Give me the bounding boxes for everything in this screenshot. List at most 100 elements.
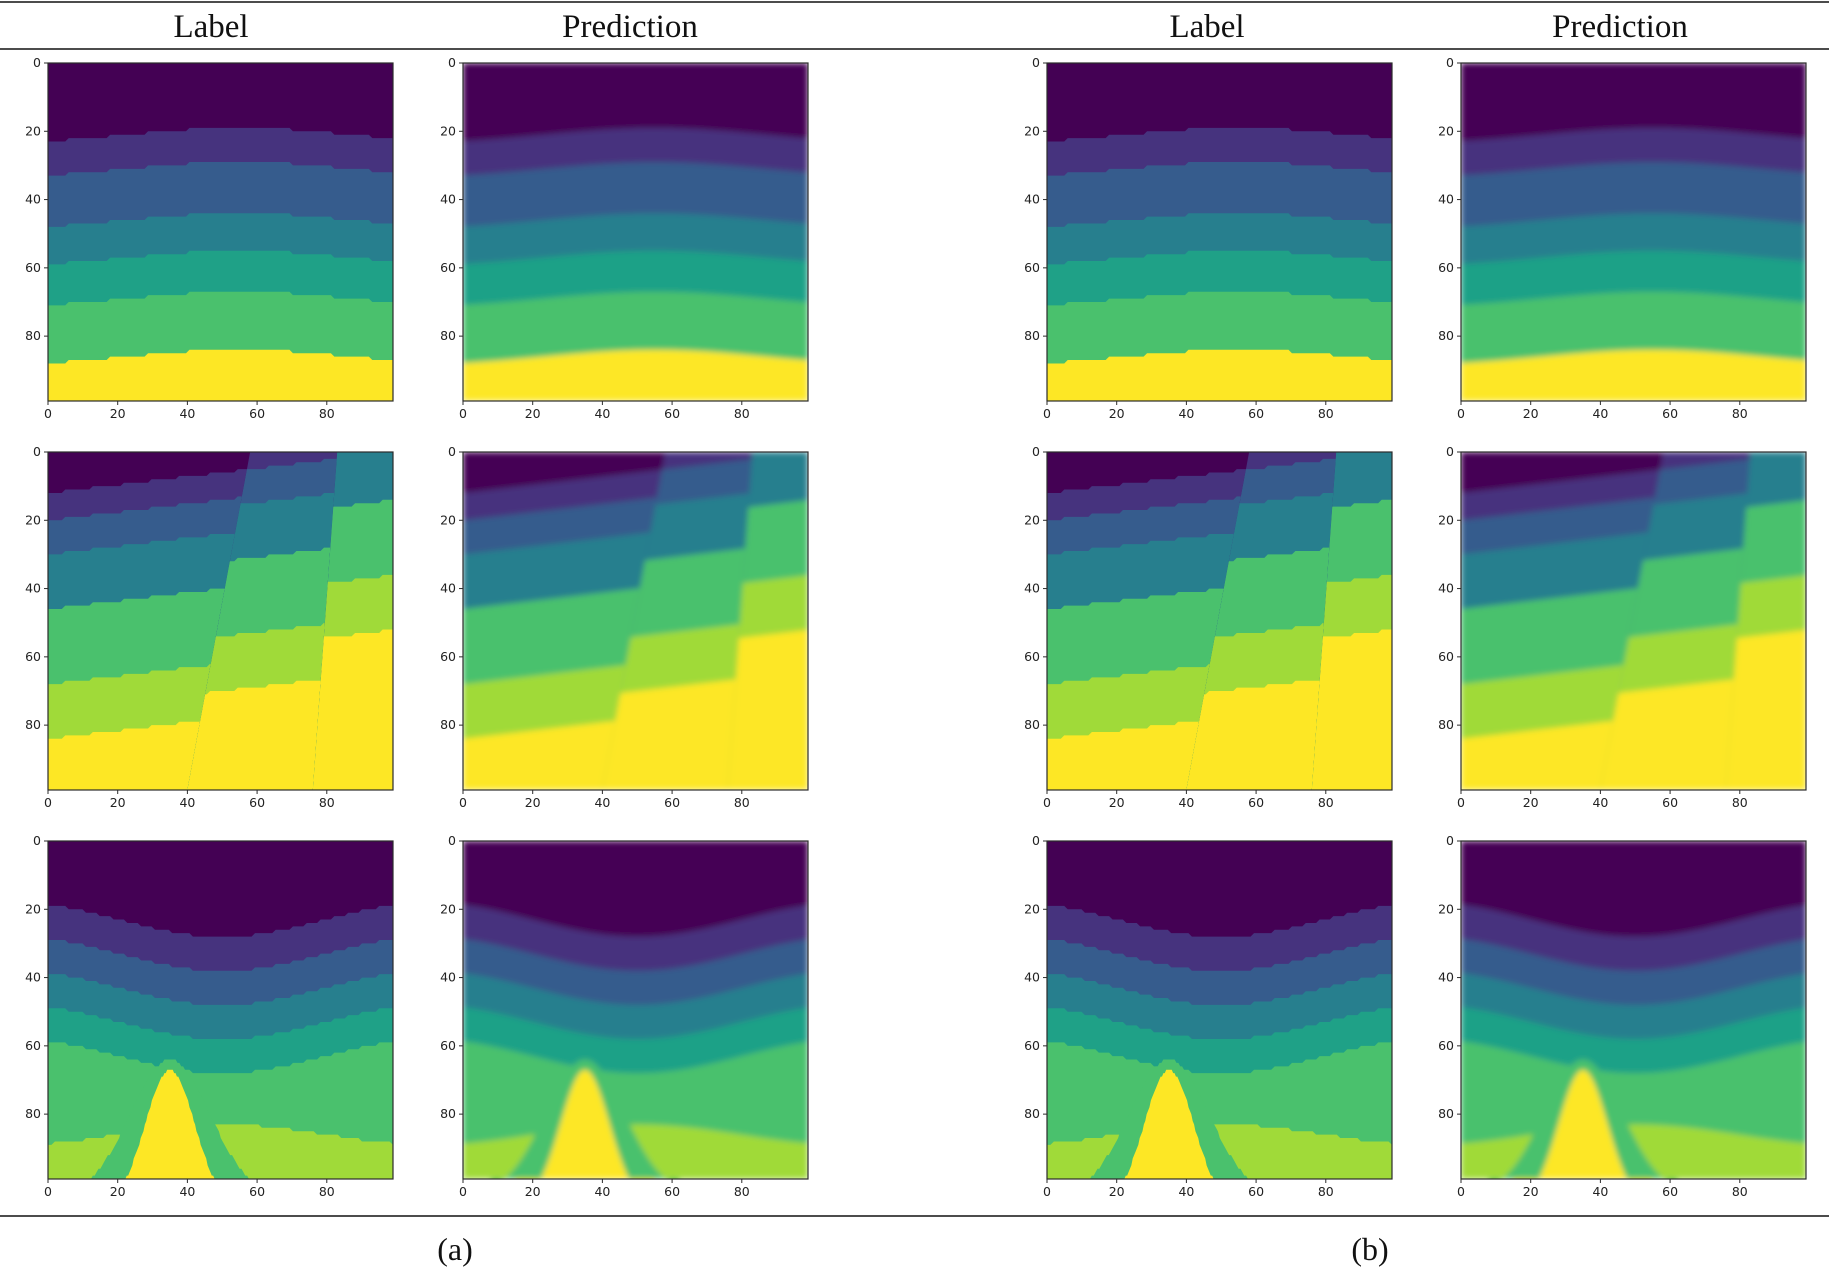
- panel-6-x-tick-label: 80: [734, 795, 750, 810]
- panel-10-x-tick-label: 80: [734, 1184, 750, 1199]
- panel-1-x-tick-label: 80: [319, 406, 335, 421]
- panel-7-x-tick-label: 60: [1248, 795, 1264, 810]
- panel-1-x-tick-label: 20: [110, 406, 126, 421]
- panel-7-axes-frame: [1046, 451, 1393, 791]
- panel-12-x-tick-label: 40: [1592, 1184, 1608, 1199]
- panel-12-x-tick-label: 60: [1662, 1184, 1678, 1199]
- panel-11-y-tick-label: 40: [1024, 970, 1040, 985]
- panel-8-y-tick-label: 40: [1438, 581, 1454, 596]
- panel-12-y-tick-label: 0: [1446, 833, 1454, 848]
- panel-7-fault-block-2: [1186, 452, 1337, 790]
- header-a-prediction: Prediction: [562, 9, 698, 45]
- panel-9-salt-body: [100, 1069, 240, 1179]
- panel-10-y-tick-label: 0: [448, 833, 456, 848]
- panel-11-salt-body: [1099, 1069, 1239, 1179]
- panel-2-y-tick-label: 0: [448, 55, 456, 70]
- panel-2-x-tick-label: 40: [594, 406, 610, 421]
- panel-5-image: [48, 452, 393, 790]
- panel-5-x-tick-label: 0: [44, 795, 52, 810]
- panel-3-fold-label: 0 20 40 60 80 0 20 40 60 80: [1024, 55, 1393, 421]
- panel-12-y-tick-label: 40: [1438, 970, 1454, 985]
- panel-7-block-2-layer-6: [1186, 670, 1337, 790]
- panel-5-x-tick-label: 80: [319, 795, 335, 810]
- panel-4-layer-6: [1461, 349, 1806, 401]
- panel-1-y-tick-label: 20: [25, 123, 41, 138]
- panel-9-y-tick-label: 80: [25, 1106, 41, 1121]
- panel-7-y-tick-label: 40: [1024, 581, 1040, 596]
- panel-4-y-tick-label: 60: [1438, 260, 1454, 275]
- panel-6-y-tick-label: 60: [440, 649, 456, 664]
- panel-5-fault-label: 0 20 40 60 80 0 20 40 60 80: [25, 444, 394, 810]
- panel-5-y-tick-label: 0: [33, 444, 41, 459]
- panel-10-x-tick-label: 40: [594, 1184, 610, 1199]
- panel-6-x-tick-label: 20: [525, 795, 541, 810]
- panel-3-image: [1047, 63, 1392, 401]
- panel-11-x-tick-label: 60: [1248, 1184, 1264, 1199]
- panel-4-y-tick-label: 40: [1438, 192, 1454, 207]
- panel-2-x-tick-label: 0: [459, 406, 467, 421]
- panel-5-x-tick-label: 40: [179, 795, 195, 810]
- panel-7-y-tick-label: 20: [1024, 512, 1040, 527]
- panel-9-y-tick-label: 40: [25, 970, 41, 985]
- panel-12-salt-prediction: 0 20 40 60 80 0 20 40 60 80: [1438, 833, 1807, 1199]
- panel-2-y-tick-label: 60: [440, 260, 456, 275]
- panel-11-x-tick-label: 80: [1318, 1184, 1334, 1199]
- panel-4-y-tick-label: 80: [1438, 328, 1454, 343]
- panel-2-y-tick-label: 40: [440, 192, 456, 207]
- header-b-label: Label: [1169, 9, 1244, 45]
- panel-10-x-tick-label: 60: [664, 1184, 680, 1199]
- panel-4-x-tick-label: 60: [1662, 406, 1678, 421]
- panel-3-axes-frame: [1046, 62, 1393, 402]
- panel-12-axes-frame: [1460, 840, 1807, 1180]
- header-b-prediction: Prediction: [1552, 9, 1688, 45]
- caption-a: (a): [437, 1231, 473, 1267]
- panel-12-x-tick-label: 80: [1732, 1184, 1748, 1199]
- panel-1-layer-6: [48, 349, 393, 401]
- panel-1-x-tick-label: 60: [249, 406, 265, 421]
- panel-5-axes-frame: [47, 451, 394, 791]
- panel-6-block-2-layer-6: [602, 670, 753, 790]
- panel-4-image: [1461, 63, 1806, 401]
- panel-2-x-tick-label: 80: [734, 406, 750, 421]
- panel-6-y-tick-label: 0: [448, 444, 456, 459]
- panel-5-y-tick-label: 40: [25, 581, 41, 596]
- panel-8-x-tick-label: 60: [1662, 795, 1678, 810]
- panel-9-y-tick-label: 20: [25, 901, 41, 916]
- panel-5-x-tick-label: 20: [110, 795, 126, 810]
- panel-5-y-tick-label: 20: [25, 512, 41, 527]
- panel-7-x-tick-label: 40: [1178, 795, 1194, 810]
- panel-3-x-tick-label: 40: [1178, 406, 1194, 421]
- panel-9-x-tick-label: 80: [319, 1184, 335, 1199]
- panel-6-x-tick-label: 60: [664, 795, 680, 810]
- panel-2-fold-prediction: 0 20 40 60 80 0 20 40 60 80: [440, 55, 809, 421]
- panel-11-x-tick-label: 40: [1178, 1184, 1194, 1199]
- panel-7-y-tick-label: 80: [1024, 717, 1040, 732]
- panel-4-fold-prediction: 0 20 40 60 80 0 20 40 60 80: [1438, 55, 1807, 421]
- panel-3-x-tick-label: 0: [1043, 406, 1051, 421]
- panel-11-y-tick-label: 20: [1024, 901, 1040, 916]
- panel-5-x-tick-label: 60: [249, 795, 265, 810]
- panel-4-y-tick-label: 20: [1438, 123, 1454, 138]
- panel-12-x-tick-label: 20: [1523, 1184, 1539, 1199]
- panel-3-y-tick-label: 80: [1024, 328, 1040, 343]
- panel-6-x-tick-label: 0: [459, 795, 467, 810]
- panel-4-x-tick-label: 20: [1523, 406, 1539, 421]
- panel-8-y-tick-label: 80: [1438, 717, 1454, 732]
- panel-3-y-tick-label: 20: [1024, 123, 1040, 138]
- panel-3-y-tick-label: 0: [1032, 55, 1040, 70]
- panel-5-block-2-layer-6: [187, 670, 338, 790]
- panel-4-x-tick-label: 80: [1732, 406, 1748, 421]
- panel-3-x-tick-label: 60: [1248, 406, 1264, 421]
- panel-3-layer-6: [1047, 349, 1392, 401]
- panel-9-salt-label: 0 20 40 60 80 0 20 40 60 80: [25, 833, 394, 1199]
- panel-2-x-tick-label: 60: [664, 406, 680, 421]
- panel-9-x-tick-label: 20: [110, 1184, 126, 1199]
- panel-2-axes-frame: [462, 62, 809, 402]
- panel-12-y-tick-label: 20: [1438, 901, 1454, 916]
- panel-4-axes-frame: [1460, 62, 1807, 402]
- panel-3-y-tick-label: 40: [1024, 192, 1040, 207]
- panel-1-image: [48, 63, 393, 401]
- panel-1-y-tick-label: 80: [25, 328, 41, 343]
- panel-3-x-tick-label: 80: [1318, 406, 1334, 421]
- panel-9-image: [48, 841, 393, 1179]
